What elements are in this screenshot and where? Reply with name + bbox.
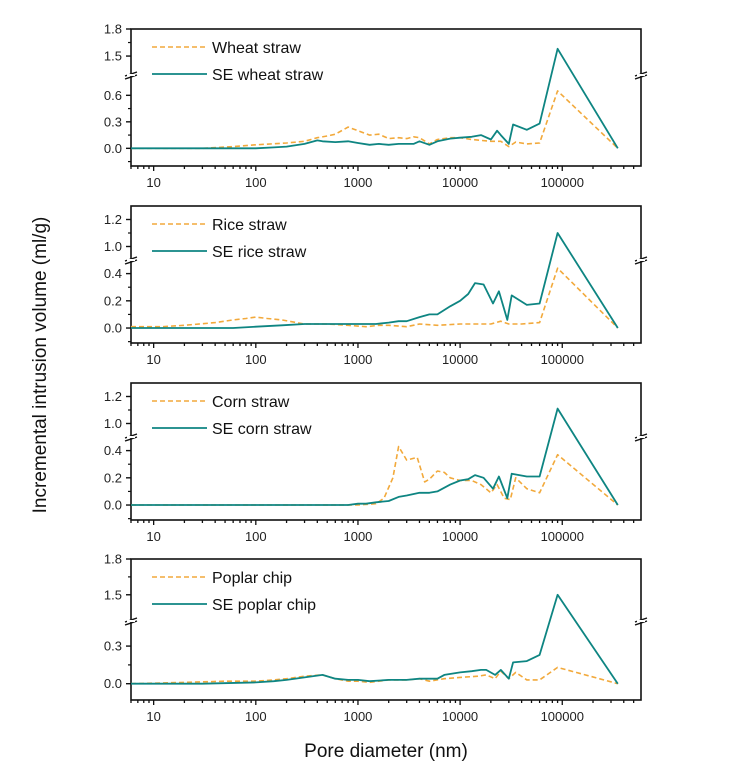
y-tick-label: 0.0 <box>104 321 122 336</box>
y-tick-label: 0.0 <box>104 141 122 156</box>
x-tick-label: 10000 <box>442 175 478 190</box>
x-tick-label: 10000 <box>442 709 478 724</box>
series-line-untreated <box>131 90 619 150</box>
x-tick-label: 100000 <box>541 175 584 190</box>
plot-frame <box>130 382 642 521</box>
x-tick-label: 10000 <box>442 529 478 544</box>
series-line-untreated <box>131 445 619 506</box>
axis-break-gap <box>637 620 645 622</box>
y-tick-label: 1.2 <box>104 212 122 227</box>
x-tick-label: 100000 <box>541 352 584 367</box>
plot-frame <box>130 205 642 344</box>
axis-break-gap <box>127 620 135 622</box>
y-tick-label: 0.3 <box>104 639 122 654</box>
y-tick-label: 1.5 <box>104 587 122 602</box>
x-tick-label: 1000 <box>343 709 372 724</box>
x-tick-label: 10 <box>146 175 160 190</box>
axis-break-gap <box>127 259 135 261</box>
legend-label: SE rice straw <box>212 244 307 261</box>
legend-label: Wheat straw <box>212 40 301 57</box>
axis-break-gap <box>637 436 645 438</box>
legend-label: SE poplar chip <box>212 597 316 614</box>
series-line-steam-exploded <box>131 232 619 329</box>
x-tick-label: 1000 <box>343 529 372 544</box>
x-tick-label: 1000 <box>343 175 372 190</box>
y-tick-label: 0.4 <box>104 443 122 458</box>
legend-label: Rice straw <box>212 217 287 234</box>
plot-frame <box>130 28 642 167</box>
x-tick-label: 10000 <box>442 352 478 367</box>
x-tick-label: 1000 <box>343 352 372 367</box>
panel-rice: 0.0 0.2 0.4 1.0 1.2 10 100 1000 10000 100000 Rice … <box>104 205 648 367</box>
legend-label: SE wheat straw <box>212 67 324 84</box>
panel-poplar: 0.0 0.3 1.5 1.8 10 100 1000 10000 100000 Poplar c… <box>104 552 648 724</box>
y-tick-label: 1.8 <box>104 22 122 37</box>
panel-wheat: 0.0 0.3 0.6 1.5 1.8 10 100 1000 10000 100000 Wheat… <box>104 22 648 190</box>
y-tick-label: 1.0 <box>104 416 122 431</box>
panel-corn: 0.0 0.2 0.4 1.0 1.2 10 100 1000 10000 100000 Corn … <box>104 382 648 544</box>
legend-label: Corn straw <box>212 394 290 411</box>
series-line-untreated <box>131 267 619 329</box>
y-tick-label: 1.2 <box>104 389 122 404</box>
series-line-steam-exploded <box>131 47 619 150</box>
x-tick-label: 100 <box>245 709 267 724</box>
y-tick-label: 0.4 <box>104 266 122 281</box>
y-tick-label: 1.8 <box>104 552 122 567</box>
x-tick-label: 10 <box>146 352 160 367</box>
series-line-steam-exploded <box>131 407 619 506</box>
y-tick-label: 1.5 <box>104 49 122 64</box>
y-tick-label: 0.6 <box>104 88 122 103</box>
panels: 0.0 0.3 0.6 1.5 1.8 10 100 1000 10000 100000 Wheat… <box>104 22 648 724</box>
x-axis-title: Pore diameter (nm) <box>304 741 468 762</box>
axis-break-gap <box>637 259 645 261</box>
axis-break-gap <box>637 74 645 76</box>
x-tick-label: 100 <box>245 529 267 544</box>
legend-label: Poplar chip <box>212 570 292 587</box>
y-tick-label: 0.2 <box>104 293 122 308</box>
y-tick-label: 0.0 <box>104 498 122 513</box>
legend-label: SE corn straw <box>212 421 312 438</box>
x-tick-label: 10 <box>146 709 160 724</box>
x-tick-label: 10 <box>146 529 160 544</box>
x-tick-label: 100000 <box>541 709 584 724</box>
y-tick-label: 0.3 <box>104 114 122 129</box>
x-tick-label: 100 <box>245 175 267 190</box>
y-axis-title: Incremental intrusion volume (ml/g) <box>30 217 51 514</box>
y-tick-label: 0.0 <box>104 676 122 691</box>
axis-break-gap <box>127 436 135 438</box>
x-tick-label: 100000 <box>541 529 584 544</box>
series-line-steam-exploded <box>131 593 619 685</box>
plot-frame <box>130 558 642 701</box>
y-tick-label: 1.0 <box>104 239 122 254</box>
y-tick-label: 0.2 <box>104 470 122 485</box>
axis-break-gap <box>127 74 135 76</box>
x-tick-label: 100 <box>245 352 267 367</box>
